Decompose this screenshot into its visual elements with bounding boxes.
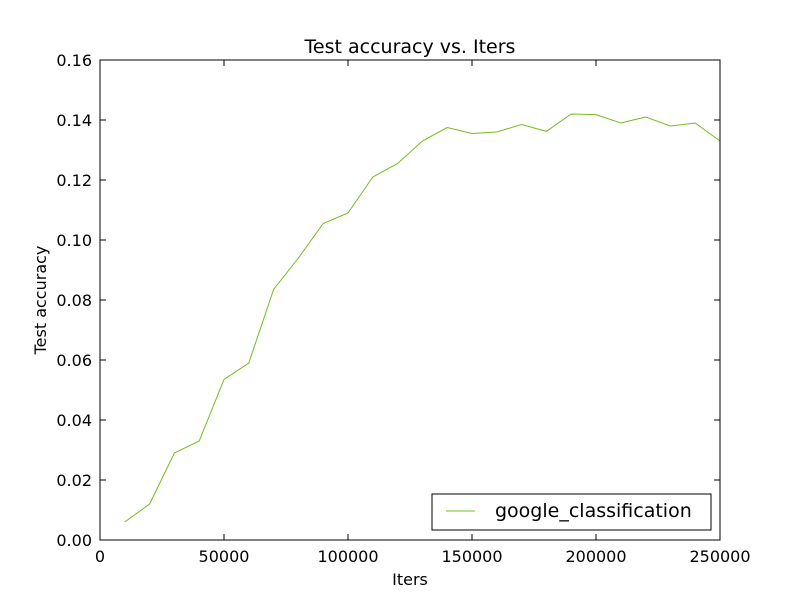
y-tick-label: 0.08 [56,291,92,310]
y-tick-label: 0.16 [56,51,92,70]
legend-frame [431,493,712,531]
y-tick-label: 0.00 [56,531,92,550]
y-tick-label: 0.02 [56,471,92,490]
legend-label: google_classification [495,500,692,522]
y-tick-label: 0.14 [56,111,92,130]
series-line-google-classification [124,113,721,523]
legend: google_classification [431,493,712,531]
x-axis-title: Iters [392,570,428,589]
x-tick-label: 250000 [689,547,750,566]
y-axis-title: Test accuracy [31,246,50,356]
y-tick-label: 0.04 [56,411,92,430]
x-tick-label: 100000 [317,547,378,566]
x-tick-label: 200000 [565,547,626,566]
chart-title: Test accuracy vs. Iters [304,36,516,58]
y-tick-label: 0.12 [56,171,92,190]
series-layer [124,113,721,523]
x-tick-label: 50000 [199,547,250,566]
ticks-layer: 0 50000 100000 150000 200000 250000 0.00 0.02 0.… [56,51,750,566]
x-tick-label: 0 [95,547,105,566]
y-tick-label: 0.06 [56,351,92,370]
plot-frame [99,59,721,541]
x-tick-label: 150000 [441,547,502,566]
y-tick-label: 0.10 [56,231,92,250]
